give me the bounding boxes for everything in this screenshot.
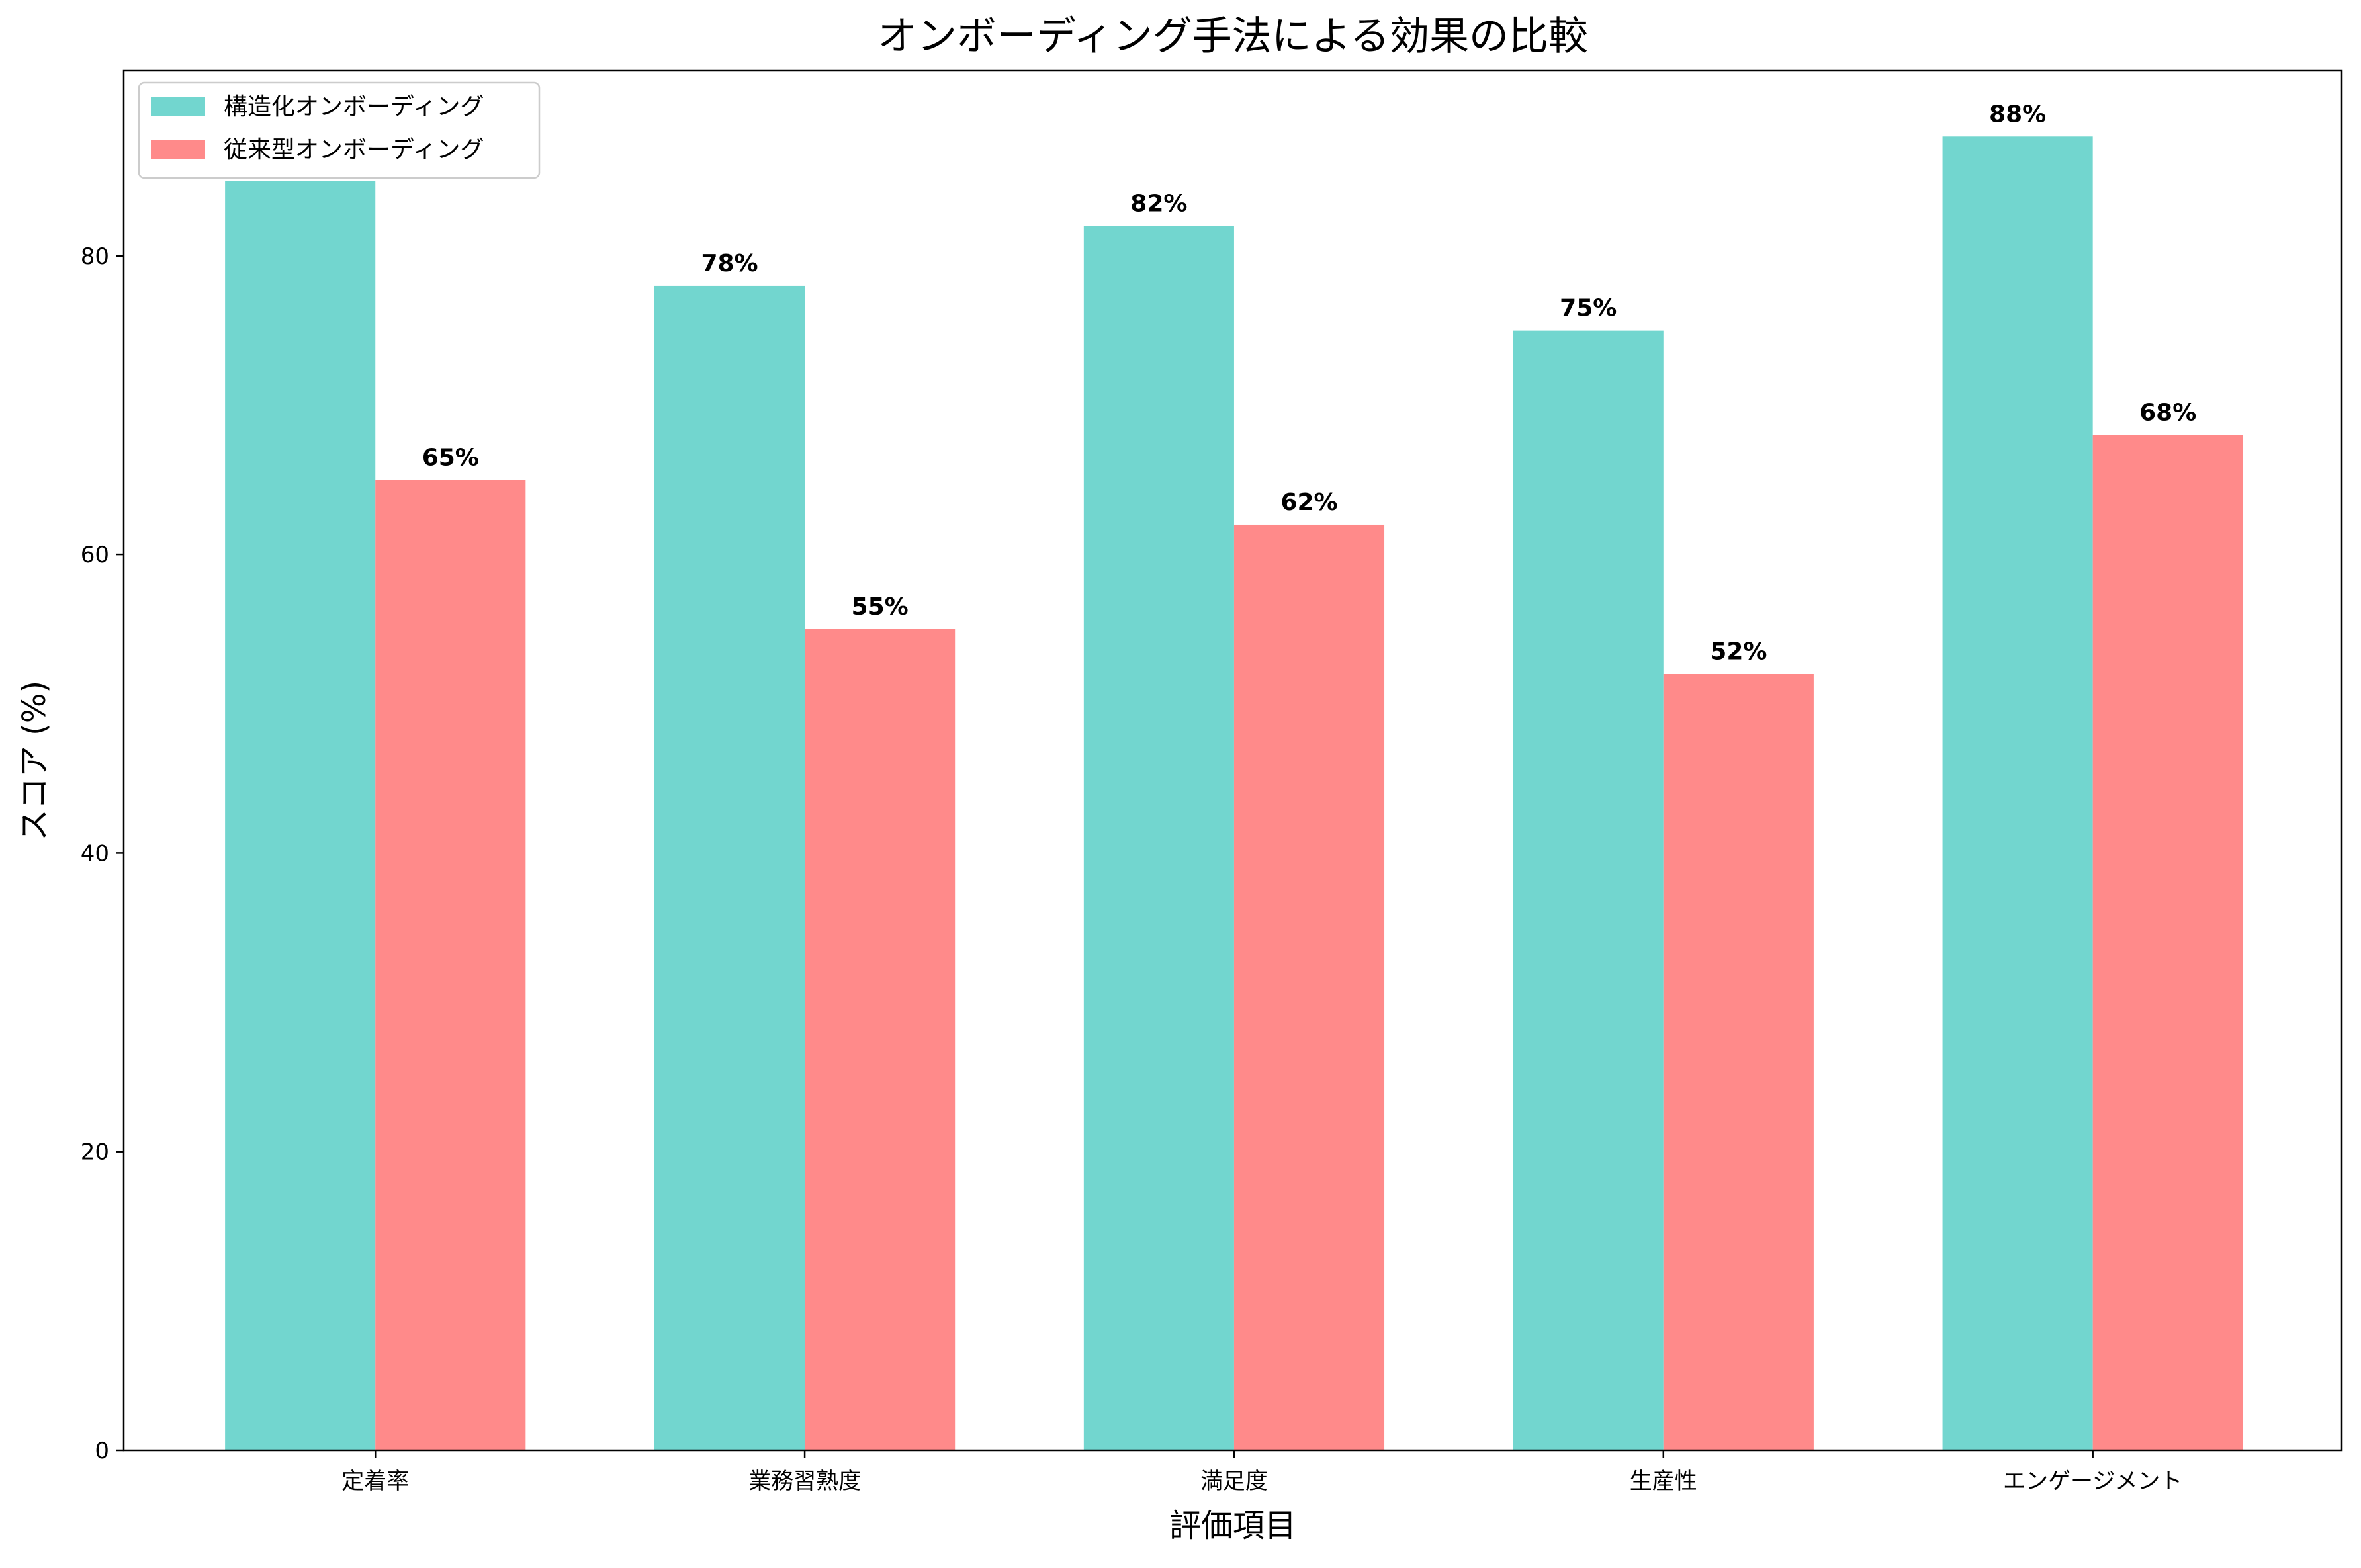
x-tick-label: エンゲージメント	[2003, 1468, 2182, 1495]
bar-traditional-1	[805, 629, 956, 1450]
bar-traditional-4	[2092, 435, 2243, 1450]
bar-traditional-0	[375, 480, 526, 1450]
legend-box	[138, 81, 541, 179]
x-tick-label: 満足度	[1200, 1468, 1268, 1495]
y-tick-label: 0	[95, 1438, 109, 1464]
bar-value-label: 75%	[1560, 295, 1617, 322]
bar-value-label: 52%	[1710, 638, 1767, 666]
bar-labels-layer: 78% 82% 75% 88% 65% 55% 62% 52% 68%	[422, 101, 2197, 665]
y-axis-label: スコア (%)	[16, 681, 53, 841]
plot-frame	[122, 69, 2343, 1452]
legend-label-traditional: 従来型オンボーディング	[224, 136, 484, 163]
bar-value-label: 68%	[2139, 400, 2196, 427]
bar-structured-1	[654, 285, 805, 1450]
bar-value-label: 82%	[1130, 191, 1187, 218]
y-tick-label: 80	[81, 243, 109, 270]
y-tick-label: 40	[81, 840, 109, 867]
x-axis-label: 評価項目	[1169, 1507, 1296, 1544]
y-tick-label: 60	[81, 542, 109, 568]
x-tick-label: 業務習熟度	[748, 1468, 861, 1495]
legend: 構造化オンボーディング 従来型オンボーディング	[138, 81, 541, 179]
bar-value-label: 78%	[701, 250, 758, 277]
bar-value-label: 62%	[1280, 489, 1337, 516]
bar-traditional-2	[1233, 524, 1385, 1450]
bar-structured-4	[1942, 136, 2093, 1450]
bar-structured-2	[1083, 226, 1234, 1451]
legend-label-structured: 構造化オンボーディング	[224, 93, 484, 120]
x-tick-label: 定着率	[341, 1468, 409, 1495]
bar-structured-0	[225, 181, 376, 1451]
bars-layer	[225, 136, 2243, 1451]
y-tick-label: 20	[81, 1139, 109, 1166]
y-axis-ticks: 0 20 40 60 80	[81, 243, 124, 1464]
legend-swatch-structured	[151, 97, 205, 116]
bar-value-label: 88%	[1989, 101, 2046, 128]
x-axis-ticks: 定着率 業務習熟度 満足度 生産性 エンゲージメント	[341, 1450, 2182, 1495]
bar-value-label: 55%	[852, 593, 909, 621]
x-tick-label: 生産性	[1630, 1468, 1697, 1495]
chart-title: オンボーディング手法による効果の比較	[877, 13, 1588, 60]
bar-traditional-3	[1663, 674, 1814, 1451]
bar-value-label: 65%	[422, 444, 479, 471]
bar-structured-3	[1513, 330, 1664, 1450]
legend-swatch-traditional	[151, 140, 205, 159]
